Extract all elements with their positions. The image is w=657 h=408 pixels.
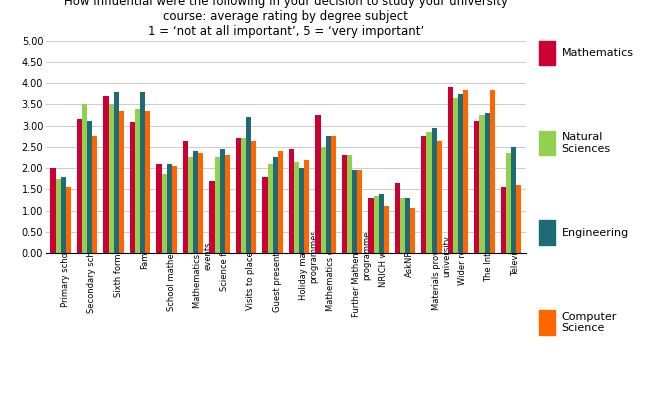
- Bar: [162, 175, 167, 253]
- Bar: [325, 136, 330, 253]
- Bar: [463, 90, 468, 253]
- Bar: [304, 160, 309, 253]
- Bar: [474, 122, 480, 253]
- Bar: [82, 104, 87, 253]
- Bar: [104, 96, 108, 253]
- Bar: [51, 168, 56, 253]
- Text: Engineering: Engineering: [562, 228, 629, 237]
- Bar: [315, 115, 321, 253]
- Bar: [289, 149, 294, 253]
- Bar: [506, 153, 511, 253]
- Bar: [277, 151, 283, 253]
- Bar: [56, 179, 60, 253]
- Bar: [357, 170, 362, 253]
- Bar: [77, 119, 82, 253]
- Bar: [458, 94, 463, 253]
- Bar: [378, 193, 384, 253]
- Bar: [251, 140, 256, 253]
- Bar: [188, 157, 193, 253]
- Text: Mathematics: Mathematics: [562, 48, 634, 58]
- Bar: [448, 87, 453, 253]
- Bar: [92, 136, 97, 253]
- Bar: [236, 138, 241, 253]
- Bar: [421, 136, 426, 253]
- Bar: [294, 162, 299, 253]
- Bar: [171, 166, 177, 253]
- Bar: [369, 198, 373, 253]
- Bar: [87, 122, 92, 253]
- Bar: [400, 198, 405, 253]
- Bar: [66, 187, 71, 253]
- Bar: [167, 164, 171, 253]
- Bar: [60, 177, 66, 253]
- Bar: [210, 181, 215, 253]
- Bar: [130, 122, 135, 253]
- Bar: [225, 155, 229, 253]
- Bar: [484, 113, 489, 253]
- Bar: [511, 147, 516, 253]
- Bar: [395, 183, 400, 253]
- Bar: [108, 104, 114, 253]
- Title: How influential were the following in your decision to study your university
cou: How influential were the following in yo…: [64, 0, 508, 38]
- Bar: [330, 136, 336, 253]
- Bar: [432, 128, 436, 253]
- Bar: [489, 90, 495, 253]
- Bar: [273, 157, 277, 253]
- Bar: [321, 147, 325, 253]
- Bar: [410, 208, 415, 253]
- Bar: [480, 115, 484, 253]
- Bar: [501, 187, 506, 253]
- Bar: [426, 132, 432, 253]
- Bar: [373, 196, 378, 253]
- Bar: [140, 92, 145, 253]
- Bar: [347, 155, 352, 253]
- Bar: [405, 198, 410, 253]
- Bar: [384, 206, 388, 253]
- Text: Computer
Science: Computer Science: [562, 312, 617, 333]
- Bar: [198, 153, 203, 253]
- Bar: [145, 111, 150, 253]
- Bar: [183, 140, 188, 253]
- Bar: [436, 140, 442, 253]
- Bar: [219, 149, 225, 253]
- Bar: [453, 98, 458, 253]
- Bar: [156, 164, 162, 253]
- Text: Natural
Sciences: Natural Sciences: [562, 132, 611, 153]
- Bar: [263, 177, 267, 253]
- Bar: [241, 138, 246, 253]
- Bar: [342, 155, 347, 253]
- Bar: [267, 164, 273, 253]
- Bar: [246, 117, 251, 253]
- Bar: [352, 170, 357, 253]
- Bar: [114, 92, 119, 253]
- Bar: [193, 151, 198, 253]
- Bar: [516, 185, 521, 253]
- Bar: [119, 111, 124, 253]
- Bar: [215, 157, 219, 253]
- Bar: [135, 109, 140, 253]
- Bar: [299, 168, 304, 253]
